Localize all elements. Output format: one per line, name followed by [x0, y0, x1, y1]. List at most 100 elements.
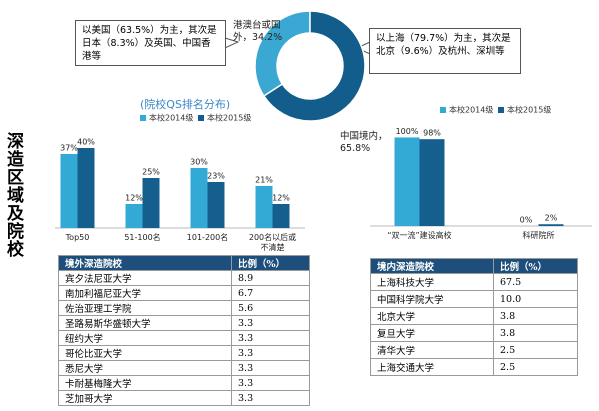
legend-label: 本校2014级	[449, 105, 493, 115]
table-cell: 67.5	[493, 273, 578, 291]
table-cell: 10.0	[493, 290, 578, 308]
table-cell: 圣路易斯华盛顿大学	[58, 315, 232, 331]
table-cell: 3.8	[493, 307, 578, 325]
table-cell: 3.8	[493, 324, 578, 342]
value-label: 30%	[190, 158, 208, 167]
bar	[142, 178, 160, 228]
table-cell: 3.3	[231, 390, 310, 406]
table-cell: 纽约大学	[58, 330, 232, 346]
table-row: 卡耐基梅隆大学 3.3	[58, 375, 310, 391]
bar	[60, 154, 78, 228]
table-header-row: 境外深造院校 比例（%）	[58, 255, 310, 271]
table-row: 圣路易斯华盛顿大学 3.3	[58, 315, 310, 331]
table-row: 中国科学院大学 10.0	[370, 290, 578, 308]
donut-slice	[254, 10, 311, 98]
table-row: 纽约大学 3.3	[58, 330, 310, 346]
bar	[272, 204, 290, 228]
x-tick-label: 200名以后或不清楚	[248, 233, 297, 252]
annotation: 以上海（79.7%）为主，其次是北京（9.6%）及杭州、深圳等	[369, 28, 521, 74]
table-header-cell: 境内深造院校	[370, 258, 494, 274]
bar	[207, 182, 225, 228]
table-cell: 复旦大学	[370, 324, 494, 342]
table-cell: 卡耐基梅隆大学	[58, 375, 232, 391]
bar	[255, 186, 273, 228]
data-table: 境内深造院校 比例（%） 上海科技大学 67.5 中国科学院大学 10.0 北京大学 3.8 复…	[370, 258, 578, 376]
table-cell: 3.3	[231, 360, 310, 376]
bar	[77, 148, 95, 228]
table-row: 上海科技大学 67.5	[370, 273, 578, 291]
x-tick-label: “双一流”建设高校	[387, 231, 452, 240]
table-row: 芝加哥大学 3.3	[58, 390, 310, 406]
pie-label: 中国境内，65.8%	[340, 131, 388, 154]
table-row: 复旦大学 3.8	[370, 324, 578, 342]
table-cell: 宾夕法尼亚大学	[58, 270, 232, 286]
table-cell: 6.7	[231, 285, 310, 301]
table-cell: 北京大学	[370, 307, 494, 325]
value-label: 100%	[396, 127, 419, 136]
table-cell: 3.3	[231, 345, 310, 361]
table-cell: 哥伦比亚大学	[58, 345, 232, 361]
pie-label: 港澳台或国外，34.2%	[233, 20, 283, 43]
table-cell: 芝加哥大学	[58, 390, 232, 406]
donut-slice	[262, 10, 366, 122]
legend-label: 本校2015级	[207, 113, 251, 123]
table-cell: 悉尼大学	[58, 360, 232, 376]
table-row: 上海交通大学 2.5	[370, 358, 578, 376]
table-row: 宾夕法尼亚大学 8.9	[58, 270, 310, 286]
value-label: 23%	[207, 172, 225, 181]
value-label: 21%	[255, 176, 273, 185]
side-title: 深造区域及院校	[3, 132, 23, 258]
annotation: 以美国（63.5%）为主，其次是日本（8.3%）及英国、中国香港等	[75, 20, 226, 66]
table-row: 北京大学 3.8	[370, 307, 578, 325]
table-cell: 上海科技大学	[370, 273, 494, 291]
value-label: 0%	[520, 216, 533, 225]
table-cell: 8.9	[231, 270, 310, 286]
value-label: 98%	[423, 129, 441, 138]
table-header-cell: 境外深造院校	[58, 255, 232, 271]
x-tick-label: 51-100名	[124, 233, 161, 242]
chart-title: (院校QS排名分布)	[140, 98, 231, 111]
x-tick-label: 科研院所	[522, 231, 555, 240]
value-label: 37%	[60, 144, 78, 153]
table-cell: 2.5	[493, 358, 578, 376]
value-label: 40%	[77, 138, 95, 147]
legend-swatch	[440, 107, 446, 113]
table-cell: 中国科学院大学	[370, 290, 494, 308]
table-row: 佐治亚理工学院 5.6	[58, 300, 310, 316]
table-cell: 3.3	[231, 330, 310, 346]
table-cell: 2.5	[493, 341, 578, 359]
bar	[538, 224, 564, 226]
table-header-row: 境内深造院校 比例（%）	[370, 258, 578, 274]
table-row: 哥伦比亚大学 3.3	[58, 345, 310, 361]
legend-label: 本校2014级	[149, 113, 193, 123]
table-header-cell: 比例（%）	[231, 255, 310, 271]
table-row: 清华大学 2.5	[370, 341, 578, 359]
table-cell: 佐治亚理工学院	[58, 300, 232, 316]
value-label: 12%	[272, 194, 290, 203]
legend-swatch	[198, 115, 204, 121]
table-row: 南加利福尼亚大学 6.7	[58, 285, 310, 301]
table-cell: 上海交通大学	[370, 358, 494, 376]
table-cell: 清华大学	[370, 341, 494, 359]
legend-swatch	[140, 115, 146, 121]
bar	[125, 204, 143, 228]
bar	[419, 139, 445, 226]
value-label: 25%	[142, 168, 160, 177]
table-cell: 5.6	[231, 300, 310, 316]
value-label: 2%	[545, 214, 558, 223]
table-header-cell: 比例（%）	[493, 258, 578, 274]
x-tick-label: Top50	[65, 233, 90, 242]
bar	[190, 168, 208, 228]
legend-swatch	[498, 107, 504, 113]
data-table: 境外深造院校 比例（%） 宾夕法尼亚大学 8.9 南加利福尼亚大学 6.7 佐治亚理工学院 5…	[58, 255, 310, 406]
value-label: 12%	[125, 194, 143, 203]
table-cell: 3.3	[231, 375, 310, 391]
x-tick-label: 101-200名	[186, 233, 229, 242]
table-cell: 南加利福尼亚大学	[58, 285, 232, 301]
bar	[394, 137, 420, 226]
table-cell: 3.3	[231, 315, 310, 331]
table-row: 悉尼大学 3.3	[58, 360, 310, 376]
legend-label: 本校2015级	[507, 105, 551, 115]
